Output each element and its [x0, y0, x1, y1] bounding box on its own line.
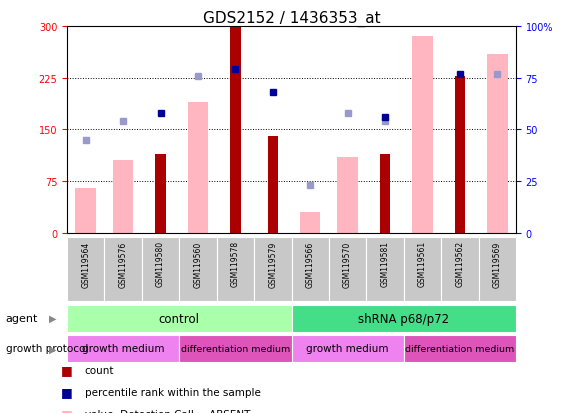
Bar	[75, 189, 96, 233]
FancyBboxPatch shape	[67, 237, 104, 301]
Text: control: control	[159, 312, 200, 325]
Text: GSM119562: GSM119562	[455, 241, 464, 287]
FancyBboxPatch shape	[329, 237, 366, 301]
FancyBboxPatch shape	[142, 237, 179, 301]
Bar	[380, 154, 390, 233]
Text: growth protocol: growth protocol	[6, 344, 88, 354]
Text: differentiation medium: differentiation medium	[405, 344, 514, 353]
Text: GSM119560: GSM119560	[194, 241, 202, 287]
Text: ▶: ▶	[49, 313, 56, 323]
Text: GDS2152 / 1436353_at: GDS2152 / 1436353_at	[203, 10, 380, 26]
FancyBboxPatch shape	[366, 237, 403, 301]
Bar	[188, 102, 208, 233]
FancyBboxPatch shape	[179, 335, 292, 362]
Text: ■: ■	[61, 407, 73, 413]
Bar	[300, 213, 321, 233]
FancyBboxPatch shape	[254, 237, 292, 301]
Text: GSM119566: GSM119566	[305, 241, 315, 287]
Text: percentile rank within the sample: percentile rank within the sample	[85, 387, 261, 397]
Text: ▶: ▶	[49, 344, 56, 354]
Text: count: count	[85, 365, 114, 375]
Text: agent: agent	[6, 313, 38, 323]
Text: GSM119570: GSM119570	[343, 241, 352, 287]
Text: GSM119564: GSM119564	[81, 241, 90, 287]
Bar	[113, 161, 134, 233]
Bar	[268, 137, 278, 233]
FancyBboxPatch shape	[104, 237, 142, 301]
FancyBboxPatch shape	[292, 335, 403, 362]
Text: shRNA p68/p72: shRNA p68/p72	[358, 312, 449, 325]
Text: value, Detection Call = ABSENT: value, Detection Call = ABSENT	[85, 409, 250, 413]
FancyBboxPatch shape	[67, 305, 292, 332]
Text: growth medium: growth medium	[82, 344, 164, 354]
Bar	[412, 37, 433, 233]
Bar	[487, 55, 508, 233]
FancyBboxPatch shape	[292, 305, 516, 332]
Bar	[455, 76, 465, 233]
Text: ■: ■	[61, 385, 73, 399]
Text: ■: ■	[61, 363, 73, 377]
Bar	[155, 154, 166, 233]
Text: GSM119581: GSM119581	[381, 241, 389, 287]
FancyBboxPatch shape	[217, 237, 254, 301]
FancyBboxPatch shape	[67, 335, 179, 362]
FancyBboxPatch shape	[403, 335, 516, 362]
Text: GSM119580: GSM119580	[156, 241, 165, 287]
Text: GSM119579: GSM119579	[268, 241, 278, 287]
Bar	[338, 158, 358, 233]
FancyBboxPatch shape	[441, 237, 479, 301]
Text: GSM119576: GSM119576	[119, 241, 128, 287]
Text: growth medium: growth medium	[306, 344, 389, 354]
FancyBboxPatch shape	[403, 237, 441, 301]
FancyBboxPatch shape	[292, 237, 329, 301]
Bar	[230, 28, 241, 233]
Text: differentiation medium: differentiation medium	[181, 344, 290, 353]
Text: GSM119561: GSM119561	[418, 241, 427, 287]
FancyBboxPatch shape	[479, 237, 516, 301]
Text: GSM119578: GSM119578	[231, 241, 240, 287]
FancyBboxPatch shape	[179, 237, 217, 301]
Text: GSM119569: GSM119569	[493, 241, 502, 287]
